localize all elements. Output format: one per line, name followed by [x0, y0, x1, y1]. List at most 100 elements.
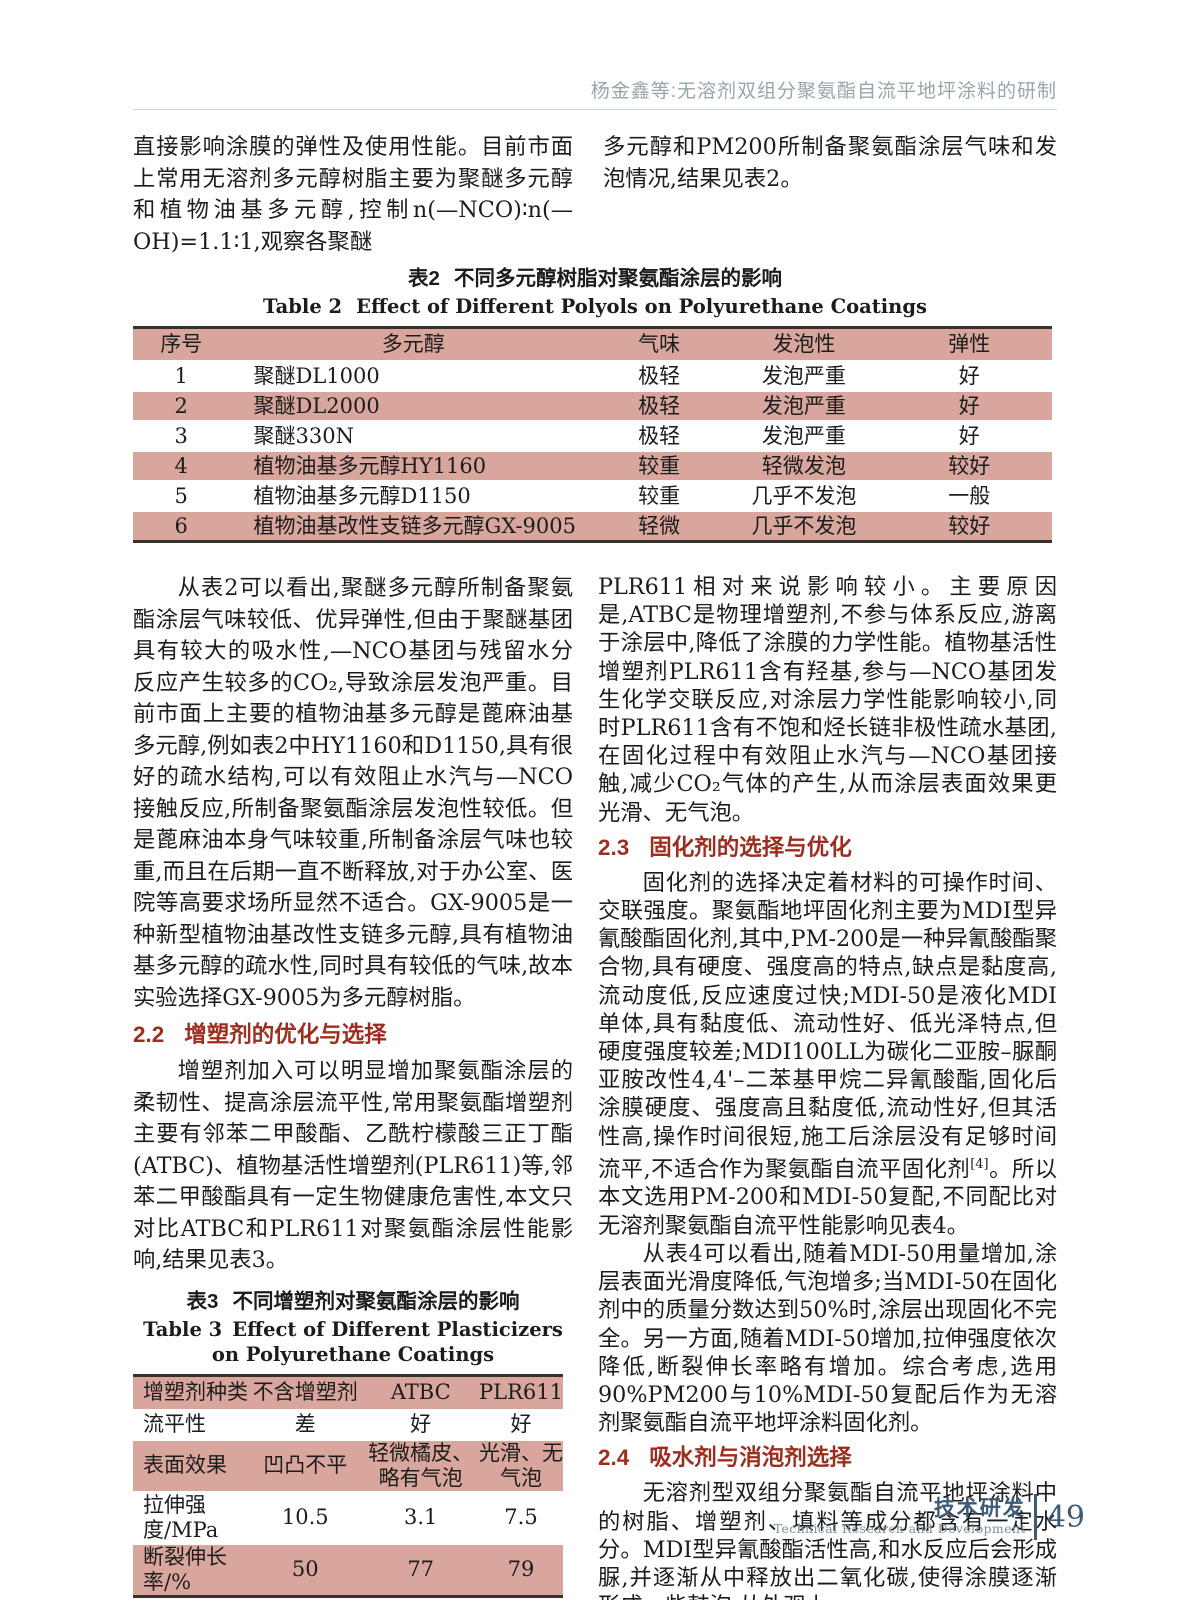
table-cell: 好: [362, 1409, 479, 1441]
table-cell: 好: [886, 421, 1052, 452]
table-cell: 好: [478, 1409, 563, 1441]
table2-title-en: Table 2 Effect of Different Polyols on Po…: [133, 294, 1057, 319]
footer-divider: [1033, 1494, 1037, 1540]
table3-block: 表3 不同增塑剂对聚氨酯涂层的影响 Table 3 Effect of Differ…: [133, 1289, 573, 1598]
table-cell: 植物油基多元醇D1150: [229, 481, 598, 512]
section-heading-2-4: 2.4 吸水剂与消泡剂选择: [598, 1443, 1057, 1473]
table3-caption-cn: 不同增塑剂对聚氨酯涂层的影响: [232, 1289, 520, 1313]
table-row: 1 聚醚DL1000 极轻 发泡严重 好: [133, 361, 1052, 392]
table2-col-header: 气味: [597, 327, 722, 362]
table-cell: 极轻: [597, 361, 722, 392]
citation-ref: [4]: [970, 1156, 989, 1172]
table3-title-cn: 表3 不同增塑剂对聚氨酯涂层的影响: [133, 1289, 573, 1314]
table-cell: 7.5: [478, 1491, 563, 1545]
footer-section-cn: 技术研发: [933, 1497, 1026, 1520]
paragraph-text: 固化剂的选择决定着材料的可操作时间、交联强度。聚氨酯地坪固化剂主要为MDI型异氰…: [598, 869, 1057, 1183]
table2-caption-en: Effect of Different Polyols on Polyureth…: [356, 295, 927, 318]
table-cell: 发泡严重: [721, 361, 887, 392]
table-cell: 79: [478, 1543, 563, 1597]
paragraph: 从表2可以看出,聚醚多元醇所制备聚氨酯涂层气味较低、优异弹性,但由于聚醚基团具有…: [133, 575, 573, 1011]
paragraph-text: 。所以本文选用PM-200和MDI-50复配,不同配比对无溶剂聚氨酯自流平性能影…: [598, 1156, 1057, 1239]
table-cell: 聚醚DL2000: [229, 391, 598, 422]
table-cell: 较好: [886, 511, 1052, 543]
table-cell: 流平性: [133, 1409, 249, 1441]
table-cell: 聚醚DL1000: [229, 361, 598, 392]
table-row: 6 植物油基改性支链多元醇GX-9005 轻微 几乎不发泡 较好: [133, 511, 1052, 543]
table2-col-header: 弹性: [886, 327, 1052, 362]
section-title: 增塑剂的优化与选择: [184, 1022, 387, 1047]
intro-paragraphs: 直接影响涂膜的弹性及使用性能。目前市面上常用无溶剂多元醇树脂主要为聚醚多元醇和植…: [133, 132, 1057, 258]
section-title: 固化剂的选择与优化: [649, 834, 852, 860]
table-cell: 较重: [597, 451, 722, 482]
table2-col-header: 发泡性: [721, 327, 887, 362]
table-cell: 极轻: [597, 391, 722, 422]
table-row: 3 聚醚330N 极轻 发泡严重 好: [133, 421, 1052, 452]
paragraph: 无溶剂型双组分聚氨酯自流平地坪涂料中的树脂、增塑剂、填料等成分都含有一定水分。M…: [598, 1480, 1057, 1600]
table-cell: 50: [248, 1543, 363, 1597]
table-cell: 2: [133, 391, 230, 422]
section-number: 2.3: [598, 834, 630, 860]
table2-caption-cn: 不同多元醇树脂对聚氨酯涂层的影响: [453, 267, 782, 290]
table2-polyols: 序号 多元醇 气味 发泡性 弹性 1 聚醚DL1000 极轻 发泡严重 好: [133, 326, 1052, 543]
table-cell: 6: [133, 511, 230, 543]
table3-header-row: 增塑剂种类 不含增塑剂 ATBC PLR611: [133, 1375, 563, 1411]
header-rule: [133, 109, 1057, 110]
page-footer: 技术研发 Technical Research and Development …: [774, 1494, 1085, 1540]
paragraph: 固化剂的选择决定着材料的可操作时间、交联强度。聚氨酯地坪固化剂主要为MDI型异氰…: [598, 869, 1057, 1240]
table-cell: 差: [248, 1409, 363, 1441]
paragraph: 从表4可以看出,随着MDI-50用量增加,涂层表面光滑度降低,气泡增多;当MDI…: [598, 1240, 1057, 1437]
table-cell: 植物油基改性支链多元醇GX-9005: [229, 511, 598, 543]
body-columns: 从表2可以看出,聚醚多元醇所制备聚氨酯涂层气味较低、优异弹性,但由于聚醚基团具有…: [133, 573, 1057, 1600]
table-cell: 3.1: [362, 1491, 479, 1545]
table-cell: 发泡严重: [721, 391, 887, 422]
table-cell: 表面效果: [133, 1439, 249, 1493]
section-heading-2-2: 2.2 增塑剂的优化与选择: [133, 1020, 573, 1050]
table-row: 拉伸强度/MPa 10.5 3.1 7.5: [133, 1491, 563, 1545]
table-cell: 凹凸不平: [248, 1439, 363, 1493]
table-cell: 77: [362, 1543, 479, 1597]
table-cell: 拉伸强度/MPa: [133, 1491, 249, 1545]
table-cell: 轻微: [597, 511, 722, 543]
table-cell: 几乎不发泡: [721, 481, 887, 512]
footer-section: 技术研发 Technical Research and Development: [774, 1497, 1026, 1537]
table3-col-header: ATBC: [362, 1375, 479, 1411]
intro-paragraph-right: 多元醇和PM200所制备聚氨酯涂层气味和发泡情况,结果见表2。: [603, 134, 1057, 192]
table3-title-en: Table 3 Effect of Different Plasticizers …: [133, 1317, 573, 1367]
table2-col-header: 序号: [133, 327, 230, 362]
section-number: 2.4: [598, 1445, 630, 1471]
table-cell: 1: [133, 361, 230, 392]
table-cell: 光滑、无气泡: [478, 1439, 563, 1493]
table3-label-cn: 表3: [186, 1289, 219, 1313]
table2-col-header: 多元醇: [229, 327, 598, 362]
table3-caption-en: Effect of Different Plasticizers on Poly…: [211, 1317, 563, 1366]
table3-col-header: 不含增塑剂: [248, 1375, 363, 1411]
table-cell: 轻微发泡: [721, 451, 887, 482]
table3-plasticizers: 增塑剂种类 不含增塑剂 ATBC PLR611 流平性 差 好: [133, 1373, 563, 1598]
table-cell: 好: [886, 391, 1052, 422]
table-cell: 10.5: [248, 1491, 363, 1545]
table-cell: 5: [133, 481, 230, 512]
table2-block: 表2 不同多元醇树脂对聚氨酯涂层的影响 Table 2 Effect of Diff…: [133, 266, 1057, 543]
table-cell: 一般: [886, 481, 1052, 512]
table2-title-cn: 表2 不同多元醇树脂对聚氨酯涂层的影响: [133, 266, 1057, 291]
table-cell: 好: [886, 361, 1052, 392]
table-cell: 3: [133, 421, 230, 452]
table-cell: 较好: [886, 451, 1052, 482]
page-number: 49: [1046, 1499, 1085, 1535]
table3-label-en: Table 3: [143, 1317, 223, 1341]
table2-header-row: 序号 多元醇 气味 发泡性 弹性: [133, 327, 1052, 362]
footer-section-en: Technical Research and Development: [773, 1521, 1026, 1536]
running-header: 杨金鑫等:无溶剂双组分聚氨酯自流平地坪涂料的研制: [133, 0, 1057, 104]
table-row: 流平性 差 好 好: [133, 1409, 563, 1441]
table-row: 表面效果 凹凸不平 轻微橘皮、略有气泡 光滑、无气泡: [133, 1439, 563, 1493]
section-heading-2-3: 2.3 固化剂的选择与优化: [598, 833, 1057, 863]
intro-paragraph-left: 直接影响涂膜的弹性及使用性能。目前市面上常用无溶剂多元醇树脂主要为聚醚多元醇和植…: [133, 134, 573, 255]
table-row: 5 植物油基多元醇D1150 较重 几乎不发泡 一般: [133, 481, 1052, 512]
table2-label-cn: 表2: [408, 267, 440, 290]
table-cell: 断裂伸长率/%: [133, 1543, 249, 1597]
table-cell: 4: [133, 451, 230, 482]
table-cell: 轻微橘皮、略有气泡: [362, 1439, 479, 1493]
table-cell: 几乎不发泡: [721, 511, 887, 543]
table-row: 2 聚醚DL2000 极轻 发泡严重 好: [133, 391, 1052, 422]
